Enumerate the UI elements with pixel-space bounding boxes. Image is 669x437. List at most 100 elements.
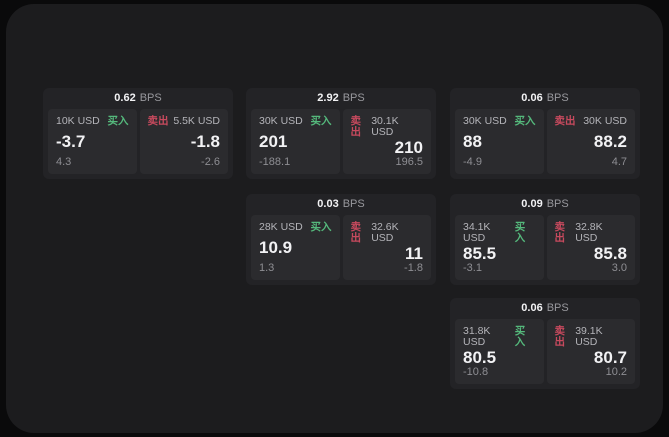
buy-price: 85.5: [463, 243, 497, 263]
buy-price: -3.7: [56, 132, 86, 152]
sell-price: 85.8: [593, 243, 627, 263]
sell-side-label: 卖出: [147, 115, 169, 127]
bps-value: 0.06: [521, 92, 543, 104]
sell-size: 39.1K USD: [575, 325, 603, 348]
sell-quote-panel[interactable]: 卖出 32.6K USD 11 -1.8: [342, 215, 431, 280]
buy-size: 30K USD: [259, 115, 303, 127]
sell-size: 30.1K USD: [371, 115, 399, 138]
sell-delta: 196.5: [395, 156, 423, 168]
sell-quote-panel[interactable]: 卖出 30K USD 88.2 4.7: [546, 109, 635, 174]
buy-quote-panel[interactable]: 28K USD 买入 10.9 1.3: [251, 215, 340, 280]
quote-card: 0.62 BPS 10K USD 买入 -3.7 4.3 卖出 5.5K USD…: [43, 88, 233, 179]
sell-side-label: 卖出: [350, 221, 362, 244]
buy-delta: -10.8: [463, 366, 489, 378]
buy-top-row: 28K USD 买入: [259, 222, 332, 233]
main-panel: 0.62 BPS 10K USD 买入 -3.7 4.3 卖出 5.5K USD…: [6, 4, 663, 433]
buy-price: 80.5: [463, 347, 497, 367]
sell-top-row: 卖出 30.1K USD: [351, 116, 424, 137]
buy-top-row: 30K USD 买入: [259, 116, 332, 127]
sell-quote-panel[interactable]: 卖出 32.8K USD 85.8 3.0: [546, 215, 635, 280]
bps-value: 2.92: [317, 92, 339, 104]
bps-value: 0.09: [521, 198, 543, 210]
buy-side-label: 买入: [310, 221, 332, 233]
buy-size: 31.8K USD: [463, 325, 491, 348]
bps-unit-label: BPS: [546, 92, 569, 104]
card-header: 2.92 BPS: [251, 88, 431, 109]
buy-size: 28K USD: [259, 221, 303, 233]
buy-delta: 1.3: [259, 262, 275, 274]
buy-side-label: 买入: [514, 325, 526, 348]
sell-delta: -2.6: [201, 156, 220, 168]
card-header: 0.62 BPS: [48, 88, 228, 109]
buy-delta: -188.1: [259, 156, 291, 168]
sell-size: 30K USD: [583, 115, 627, 127]
card-body: 31.8K USD 买入 80.5 -10.8 卖出 39.1K USD 80.…: [455, 319, 635, 384]
sell-delta: 4.7: [611, 156, 627, 168]
card-body: 34.1K USD 买入 85.5 -3.1 卖出 32.8K USD 85.8…: [455, 215, 635, 280]
sell-side-label: 卖出: [554, 115, 576, 127]
card-body: 10K USD 买入 -3.7 4.3 卖出 5.5K USD -1.8 -2.…: [48, 109, 228, 174]
sell-top-row: 卖出 5.5K USD: [148, 116, 221, 127]
card-header: 0.06 BPS: [455, 298, 635, 319]
sell-delta: -1.8: [404, 262, 423, 274]
buy-side-label: 买入: [514, 221, 526, 244]
card-body: 30K USD 买入 201 -188.1 卖出 30.1K USD 210 1…: [251, 109, 431, 174]
buy-top-row: 31.8K USD 买入: [463, 326, 536, 347]
bps-unit-label: BPS: [342, 92, 365, 104]
sell-size: 32.8K USD: [575, 221, 603, 244]
quote-card: 0.06 BPS 30K USD 买入 88 -4.9 卖出 30K USD 8…: [450, 88, 640, 179]
buy-delta: -3.1: [463, 262, 482, 274]
quote-card: 0.03 BPS 28K USD 买入 10.9 1.3 卖出 32.6K US…: [246, 194, 436, 285]
bps-unit-label: BPS: [342, 198, 365, 210]
sell-quote-panel[interactable]: 卖出 39.1K USD 80.7 10.2: [546, 319, 635, 384]
sell-delta: 10.2: [605, 366, 627, 378]
card-header: 0.06 BPS: [455, 88, 635, 109]
sell-price: 11: [405, 243, 423, 263]
card-body: 30K USD 买入 88 -4.9 卖出 30K USD 88.2 4.7: [455, 109, 635, 174]
sell-size: 5.5K USD: [173, 115, 220, 127]
buy-size: 34.1K USD: [463, 221, 491, 244]
buy-side-label: 买入: [107, 115, 129, 127]
buy-price: 88: [463, 132, 482, 152]
buy-top-row: 10K USD 买入: [56, 116, 129, 127]
buy-quote-panel[interactable]: 30K USD 买入 201 -188.1: [251, 109, 340, 174]
buy-quote-panel[interactable]: 34.1K USD 买入 85.5 -3.1: [455, 215, 544, 280]
sell-price: -1.8: [190, 132, 220, 152]
buy-quote-panel[interactable]: 31.8K USD 买入 80.5 -10.8: [455, 319, 544, 384]
buy-delta: 4.3: [56, 156, 72, 168]
buy-price: 201: [259, 132, 288, 152]
bps-value: 0.62: [114, 92, 136, 104]
sell-price: 210: [394, 137, 423, 157]
buy-price: 10.9: [259, 238, 293, 258]
quote-card: 0.09 BPS 34.1K USD 买入 85.5 -3.1 卖出 32.8K…: [450, 194, 640, 285]
sell-side-label: 卖出: [554, 221, 566, 244]
bps-value: 0.06: [521, 302, 543, 314]
buy-quote-panel[interactable]: 30K USD 买入 88 -4.9: [455, 109, 544, 174]
buy-top-row: 30K USD 买入: [463, 116, 536, 127]
buy-size: 30K USD: [463, 115, 507, 127]
quote-card: 0.06 BPS 31.8K USD 买入 80.5 -10.8 卖出 39.1…: [450, 298, 640, 389]
card-body: 28K USD 买入 10.9 1.3 卖出 32.6K USD 11 -1.8: [251, 215, 431, 280]
sell-top-row: 卖出 39.1K USD: [555, 326, 628, 347]
sell-size: 32.6K USD: [371, 221, 399, 244]
bps-value: 0.03: [317, 198, 339, 210]
buy-quote-panel[interactable]: 10K USD 买入 -3.7 4.3: [48, 109, 137, 174]
buy-side-label: 买入: [310, 115, 332, 127]
buy-side-label: 买入: [514, 115, 536, 127]
buy-delta: -4.9: [463, 156, 482, 168]
sell-top-row: 卖出 32.8K USD: [555, 222, 628, 243]
bps-unit-label: BPS: [139, 92, 162, 104]
sell-side-label: 卖出: [554, 325, 566, 348]
sell-price: 80.7: [593, 347, 627, 367]
sell-quote-panel[interactable]: 卖出 30.1K USD 210 196.5: [342, 109, 431, 174]
buy-size: 10K USD: [56, 115, 100, 127]
sell-delta: 3.0: [611, 262, 627, 274]
card-header: 0.03 BPS: [251, 194, 431, 215]
sell-top-row: 卖出 30K USD: [555, 116, 628, 127]
bps-unit-label: BPS: [546, 198, 569, 210]
sell-top-row: 卖出 32.6K USD: [351, 222, 424, 243]
sell-quote-panel[interactable]: 卖出 5.5K USD -1.8 -2.6: [139, 109, 228, 174]
card-header: 0.09 BPS: [455, 194, 635, 215]
sell-price: 88.2: [593, 132, 627, 152]
